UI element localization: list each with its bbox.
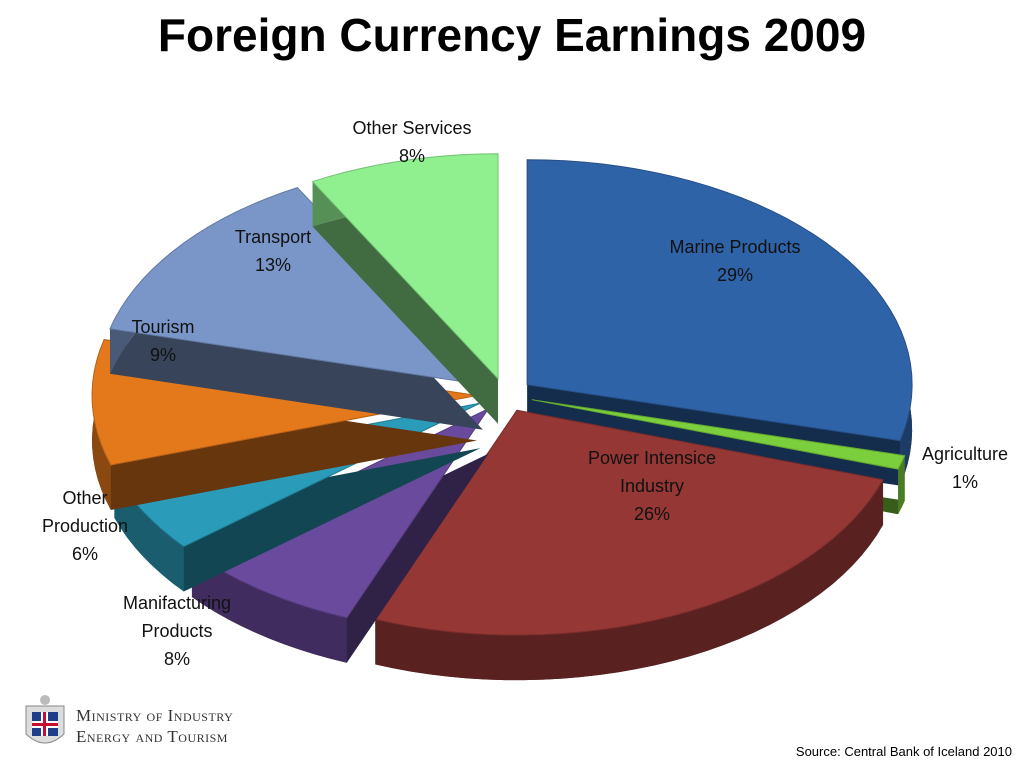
value-label: 8% <box>163 649 190 669</box>
chart-title: Foreign Currency Earnings 2009 <box>157 9 867 61</box>
category-name: Marine Products <box>669 237 801 257</box>
category-name: Tourism <box>131 317 195 337</box>
slice-label: Tourism 9% <box>113 313 213 369</box>
category-name: Agriculture <box>921 444 1009 464</box>
slice-label: Manifacturing Products 8% <box>102 589 252 673</box>
slice <box>109 186 485 430</box>
slice-side <box>898 455 905 515</box>
value-label: 9% <box>149 345 176 365</box>
slice-top <box>526 159 913 442</box>
slice-label: Agriculture 1% <box>905 440 1024 496</box>
logo-text: Ministry of Industry Energy and Tourism <box>76 705 233 747</box>
value-label: 1% <box>951 472 978 492</box>
source-note: Source: Central Bank of Iceland 2010 <box>795 744 1012 759</box>
slice-side <box>375 479 884 681</box>
slice-top <box>531 399 906 470</box>
slice-top <box>374 409 884 636</box>
logo-line: Energy and Tourism <box>76 727 228 746</box>
slice-label: Power Intensice Industry 26% <box>567 444 737 528</box>
slice-label: Transport 13% <box>213 223 333 279</box>
slice-top <box>109 186 485 386</box>
logo-emblem <box>25 695 65 744</box>
slice-label: Other Production 6% <box>25 484 145 568</box>
category-name: Other Services <box>352 118 472 138</box>
value-label: 8% <box>398 146 425 166</box>
category-name: Power Intensice Industry <box>587 448 717 496</box>
slice <box>374 409 884 681</box>
slice-label: Marine Products 29% <box>635 233 835 289</box>
category-name: Other Production <box>41 488 129 536</box>
category-name: Manifacturing Products <box>122 593 232 641</box>
slice-base <box>114 448 481 592</box>
value-label: 26% <box>633 504 671 524</box>
category-name: Transport <box>234 227 312 247</box>
logo-line: Ministry of Industry <box>76 706 234 725</box>
slice-side <box>191 552 347 663</box>
slice <box>311 153 499 424</box>
slice-label: Other Services 8% <box>332 114 492 170</box>
value-label: 13% <box>254 255 292 275</box>
value-label: 29% <box>716 265 754 285</box>
slice-top <box>311 153 499 380</box>
value-label: 6% <box>71 544 98 564</box>
